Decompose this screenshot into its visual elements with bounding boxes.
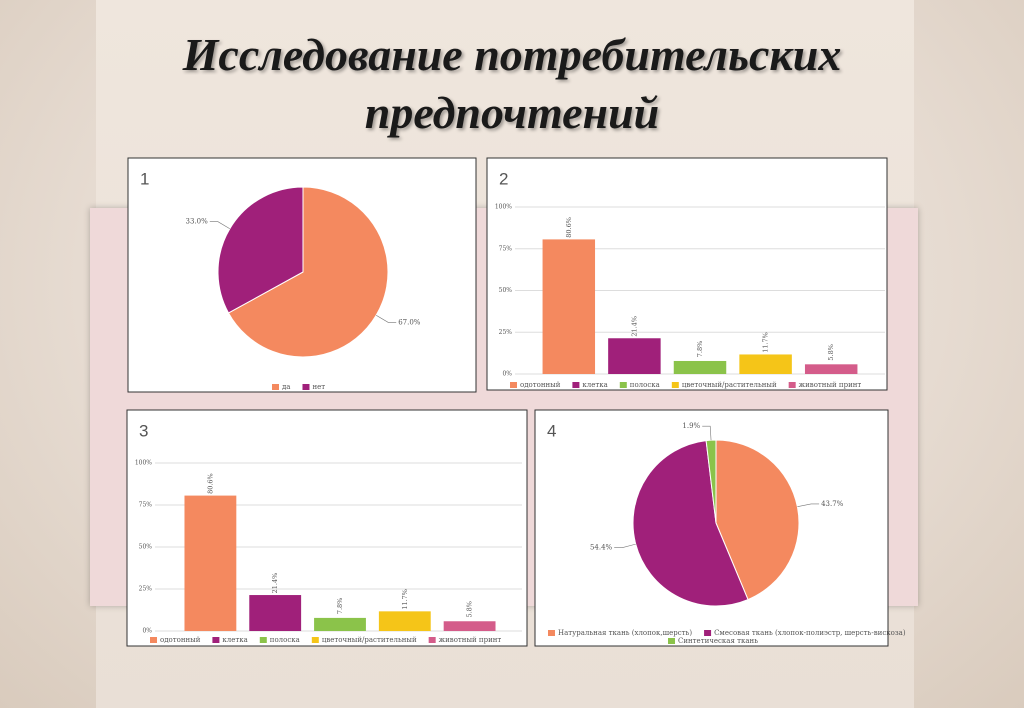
legend-label: Синтетическая ткань: [678, 637, 758, 645]
legend-swatch: [311, 637, 319, 643]
bar: [249, 595, 302, 631]
y-tick-label: 25%: [139, 586, 153, 593]
legend-swatch: [619, 382, 627, 388]
data-label: 7.8%: [696, 341, 704, 358]
legend-label: Смесовая ткань (хлопок-полиэстр, шерсть-…: [714, 629, 906, 637]
legend-swatch: [272, 384, 279, 390]
legend-swatch: [212, 637, 220, 643]
leader-line: [376, 315, 397, 323]
bar: [673, 360, 727, 374]
legend-swatch: [704, 630, 712, 636]
bar: [542, 239, 596, 374]
pie-slice: [227, 186, 389, 358]
data-label: 5.8%: [466, 601, 474, 618]
legend-label: полоска: [630, 381, 660, 389]
y-tick-label: 0%: [142, 628, 152, 635]
panel-number: 4: [547, 421, 556, 440]
data-label: 5.8%: [827, 344, 835, 361]
legend-label: животный принт: [439, 636, 502, 644]
legend-swatch: [150, 637, 157, 643]
data-label: 7.8%: [336, 598, 344, 615]
data-label: 33.0%: [186, 218, 209, 226]
pie-slice: [715, 439, 800, 601]
data-label: 1.9%: [682, 422, 700, 430]
legend-label: полоска: [270, 636, 300, 644]
legend-label: цветочный/растительный: [682, 381, 777, 389]
bar: [804, 364, 858, 374]
y-tick-label: 50%: [499, 287, 513, 294]
y-tick-label: 50%: [139, 544, 153, 551]
legend-swatch: [428, 637, 436, 643]
legend-swatch: [259, 637, 267, 643]
bar: [608, 338, 661, 374]
legend-swatch: [668, 638, 675, 644]
legend-swatch: [671, 382, 679, 388]
bar: [443, 621, 496, 631]
legend-label: Натуральная ткань (хлопок,шерсть): [558, 629, 692, 637]
legend-swatch: [548, 630, 555, 636]
leader-line: [702, 425, 712, 441]
data-label: 11.7%: [762, 332, 770, 353]
y-tick-label: 75%: [139, 502, 153, 509]
legend-label: клетка: [222, 636, 247, 644]
panel-number: 1: [140, 169, 149, 188]
legend-swatch: [788, 382, 796, 388]
y-tick-label: 100%: [495, 204, 512, 211]
bar: [739, 354, 792, 374]
leader-line: [797, 503, 820, 507]
data-label: 21.4%: [271, 573, 279, 594]
bar: [314, 617, 366, 631]
panel-number: 3: [139, 421, 148, 440]
bar: [184, 495, 237, 631]
legend-label: животный принт: [799, 381, 862, 389]
y-tick-label: 100%: [135, 460, 152, 467]
legend-swatch: [510, 382, 517, 388]
data-label: 11.7%: [401, 589, 409, 610]
leader-line: [614, 543, 636, 549]
panel-number: 2: [499, 169, 508, 188]
legend-swatch: [572, 382, 580, 388]
y-tick-label: 0%: [502, 371, 512, 378]
legend-label: одотонный: [160, 636, 201, 644]
legend-label: да: [282, 383, 290, 391]
data-label: 54.4%: [590, 544, 613, 552]
data-label: 43.7%: [821, 500, 844, 508]
legend-label: одотонный: [520, 381, 561, 389]
leader-line: [209, 221, 230, 229]
legend-swatch: [302, 384, 310, 390]
y-tick-label: 25%: [499, 329, 513, 336]
data-label: 67.0%: [398, 318, 421, 326]
legend-label: нет: [312, 383, 325, 391]
pie-slice: [217, 186, 304, 314]
data-label: 80.6%: [206, 473, 214, 494]
legend-label: клетка: [582, 381, 607, 389]
data-label: 80.6%: [565, 217, 573, 238]
data-label: 21.4%: [630, 316, 638, 337]
pie-slice: [705, 439, 717, 524]
y-tick-label: 75%: [499, 245, 513, 252]
legend-label: цветочный/растительный: [322, 636, 417, 644]
bar: [378, 611, 431, 631]
slide-title: Исследование потребительских предпочтени…: [182, 29, 842, 138]
